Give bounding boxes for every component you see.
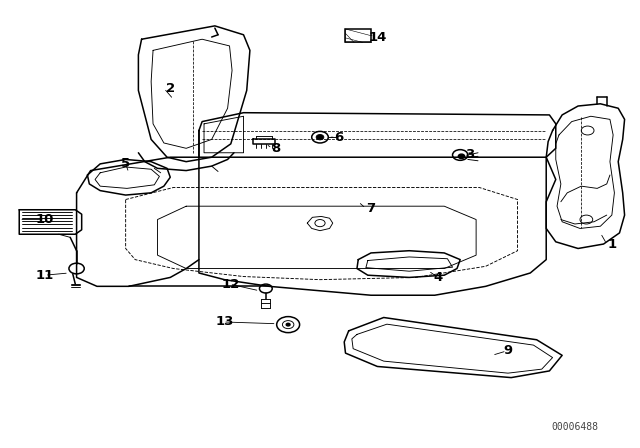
- Circle shape: [286, 323, 290, 326]
- Text: 1: 1: [607, 237, 616, 250]
- Text: 10: 10: [36, 213, 54, 226]
- Text: 6: 6: [335, 131, 344, 144]
- Text: 4: 4: [433, 271, 442, 284]
- Text: 11: 11: [36, 269, 54, 282]
- Text: 9: 9: [504, 345, 513, 358]
- Text: 3: 3: [465, 148, 474, 161]
- Text: 14: 14: [368, 30, 387, 43]
- Circle shape: [316, 134, 324, 140]
- Text: 12: 12: [221, 278, 240, 291]
- Text: 7: 7: [367, 202, 376, 215]
- Circle shape: [458, 154, 465, 159]
- Text: 13: 13: [215, 315, 234, 328]
- Text: 2: 2: [166, 82, 175, 95]
- Text: 5: 5: [121, 157, 130, 170]
- Text: 8: 8: [271, 142, 280, 155]
- Text: 00006488: 00006488: [552, 422, 598, 431]
